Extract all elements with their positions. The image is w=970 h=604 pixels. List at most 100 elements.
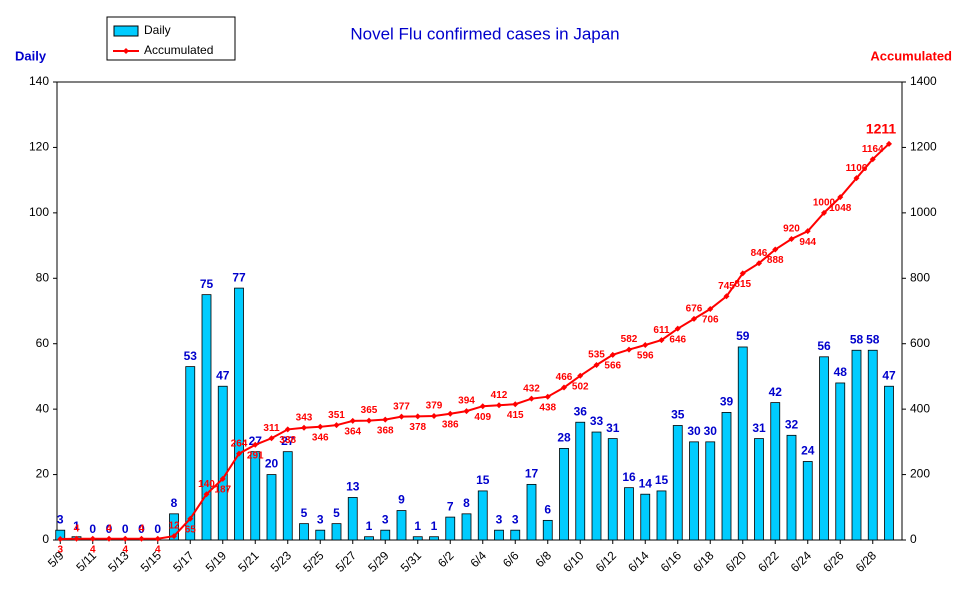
legend-label: Daily bbox=[144, 23, 171, 37]
line-value-label: 386 bbox=[442, 419, 459, 430]
bar bbox=[266, 474, 277, 541]
line-marker bbox=[463, 408, 470, 415]
line-marker bbox=[154, 535, 161, 542]
y2-tick-label: 0 bbox=[910, 532, 917, 546]
line-value-label: 815 bbox=[734, 279, 751, 290]
line-marker bbox=[626, 346, 632, 353]
bar bbox=[884, 385, 894, 541]
bar-value-label: 15 bbox=[476, 473, 490, 487]
bar bbox=[331, 523, 342, 541]
bar bbox=[282, 451, 293, 541]
x-tick-label: 5/17 bbox=[170, 548, 197, 575]
bar-value-label: 0 bbox=[154, 522, 161, 536]
line-value-label: 346 bbox=[312, 432, 329, 443]
bar bbox=[412, 536, 423, 541]
line-marker bbox=[739, 270, 746, 277]
y2-tick-label: 400 bbox=[910, 401, 930, 415]
bar bbox=[575, 421, 586, 541]
bar-value-label: 39 bbox=[720, 395, 734, 409]
bar bbox=[672, 425, 683, 541]
line-value-label: 745 bbox=[718, 281, 735, 292]
bar-value-label: 75 bbox=[200, 277, 214, 291]
line-marker bbox=[674, 325, 681, 332]
x-tick-label: 6/16 bbox=[658, 548, 685, 575]
bar bbox=[477, 490, 488, 541]
x-tick-label: 6/26 bbox=[820, 548, 847, 575]
bar bbox=[559, 447, 569, 541]
bar bbox=[364, 536, 374, 541]
line-value-label: 365 bbox=[361, 405, 378, 416]
bar-value-label: 0 bbox=[89, 522, 96, 536]
line-marker bbox=[187, 515, 194, 522]
bar-value-label: 5 bbox=[301, 506, 308, 520]
bar bbox=[689, 441, 699, 541]
bar bbox=[494, 529, 504, 541]
x-tick-label: 6/14 bbox=[625, 548, 652, 575]
line-marker bbox=[366, 417, 372, 424]
bar-value-label: 35 bbox=[671, 408, 685, 422]
x-tick-label: 6/2 bbox=[435, 548, 457, 570]
x-tick-label: 6/28 bbox=[853, 548, 880, 575]
bar bbox=[299, 523, 309, 541]
line-value-label: 65 bbox=[185, 524, 197, 535]
bar bbox=[396, 510, 407, 541]
y2-tick-label: 1200 bbox=[910, 140, 937, 154]
bar bbox=[169, 513, 179, 541]
line-marker bbox=[414, 413, 421, 420]
line-value-label: 187 bbox=[214, 484, 231, 495]
bar-value-label: 17 bbox=[525, 467, 539, 481]
line-marker bbox=[171, 533, 177, 540]
line-marker bbox=[284, 426, 291, 433]
line-value-label: 535 bbox=[588, 350, 605, 361]
bar bbox=[250, 451, 261, 541]
bar-value-label: 48 bbox=[834, 365, 848, 379]
bar-value-label: 5 bbox=[333, 506, 340, 520]
line-marker bbox=[252, 441, 259, 448]
legend-swatch-marker bbox=[123, 48, 129, 54]
y2-tick-label: 1000 bbox=[910, 205, 937, 219]
bar bbox=[542, 519, 553, 541]
line-marker bbox=[333, 422, 340, 429]
y-tick-label: 140 bbox=[29, 74, 49, 88]
bar bbox=[737, 346, 748, 541]
bar bbox=[607, 438, 618, 541]
x-tick-label: 5/27 bbox=[333, 548, 360, 575]
bar bbox=[705, 441, 716, 541]
x-tick-label: 6/20 bbox=[723, 548, 750, 575]
bar bbox=[185, 366, 196, 541]
line-value-label: 1048 bbox=[829, 203, 852, 214]
line-value-label: 4 bbox=[139, 523, 145, 534]
line-value-label: 4 bbox=[122, 544, 128, 555]
bar bbox=[445, 516, 456, 541]
x-tick-label: 6/4 bbox=[467, 548, 489, 570]
chart-title: Novel Flu confirmed cases in Japan bbox=[350, 24, 619, 43]
bar-value-label: 77 bbox=[232, 270, 246, 284]
line-value-label: 311 bbox=[263, 423, 280, 434]
legend-label: Accumulated bbox=[144, 43, 213, 57]
line-value-label: 364 bbox=[344, 427, 361, 438]
x-tick-label: 5/23 bbox=[268, 548, 295, 575]
line-value-label: 415 bbox=[507, 410, 524, 421]
y2-axis-label: Accumulated bbox=[870, 48, 952, 63]
line-marker bbox=[398, 413, 405, 420]
y-tick-label: 20 bbox=[36, 467, 50, 481]
line-value-label: 438 bbox=[539, 402, 556, 413]
legend-swatch bbox=[113, 25, 139, 37]
bar-value-label: 9 bbox=[398, 493, 405, 507]
line-marker bbox=[236, 450, 242, 457]
bar-value-label: 31 bbox=[606, 421, 620, 435]
x-tick-label: 5/9 bbox=[45, 548, 67, 570]
x-tick-label: 6/22 bbox=[755, 548, 782, 575]
line-marker bbox=[642, 342, 649, 349]
bar-value-label: 24 bbox=[801, 444, 815, 458]
line-marker bbox=[658, 337, 665, 344]
line-value-label: 596 bbox=[637, 351, 654, 362]
y-tick-label: 40 bbox=[36, 401, 50, 415]
bar bbox=[217, 385, 228, 541]
bar bbox=[802, 461, 813, 541]
bar-value-label: 30 bbox=[687, 424, 701, 438]
bar bbox=[786, 434, 797, 541]
bar-value-label: 3 bbox=[496, 512, 503, 526]
line-marker bbox=[122, 535, 129, 542]
line-value-label: 1000 bbox=[813, 197, 836, 208]
